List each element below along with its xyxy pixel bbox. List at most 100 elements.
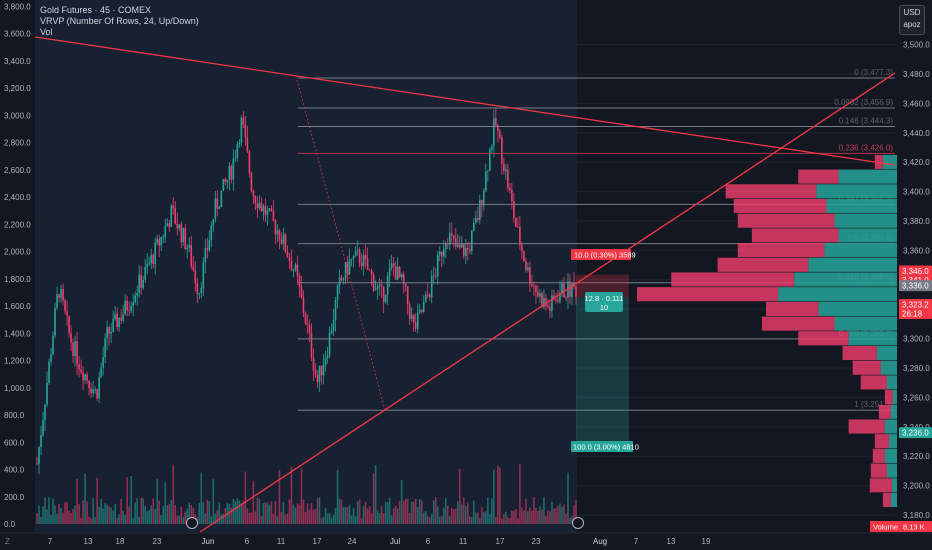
volume-bar [418, 499, 421, 524]
right-axis-tick: 3,280.0 [903, 364, 930, 373]
position-stop-zone [576, 297, 629, 445]
volume-bar [473, 500, 475, 524]
candle-body [489, 149, 491, 171]
volume-bar [66, 502, 68, 524]
right-axis-tick: 3,260.0 [903, 393, 930, 402]
volume-bar [118, 514, 120, 524]
volume-bar [545, 515, 547, 524]
right-axis-tick: 3,380.0 [903, 217, 930, 226]
volume-bar [74, 505, 76, 524]
volume-bar [280, 511, 283, 524]
candle-body [40, 435, 42, 448]
candle-body [136, 292, 138, 296]
volume-bar [272, 513, 275, 524]
currency-unit-button[interactable]: USD apoz [899, 5, 925, 35]
volume-bar [376, 510, 379, 524]
candle-body [52, 335, 54, 355]
trendlines[interactable] [34, 36, 896, 533]
volume-bar [222, 513, 225, 524]
time-axis-tick: 7 [634, 537, 639, 546]
candle-body [571, 282, 573, 297]
candle-body [86, 374, 88, 381]
profile-up-bar [886, 375, 897, 390]
volume-bar [162, 506, 165, 524]
profile-up-bar [818, 301, 897, 316]
volume-bar [450, 508, 453, 524]
fib-level-label: 0.382 (3,391.3) [839, 194, 894, 203]
candle-body [202, 262, 205, 288]
candle-body [104, 338, 106, 358]
left-axis-tick: 2,000.0 [4, 248, 31, 257]
fib-level-label: 0 (3,477.3) [854, 68, 893, 77]
candle-body [152, 254, 155, 265]
profile-down-bar [882, 492, 891, 508]
volume-bar [326, 513, 329, 524]
candle-body [346, 261, 349, 275]
profile-down-bar [860, 375, 887, 390]
volume-bar [62, 512, 64, 524]
candle-body [352, 256, 355, 260]
symbol-title[interactable]: Gold Futures · 45 · COMEX [40, 5, 152, 15]
candle-body [272, 211, 275, 221]
candle-body [354, 251, 357, 257]
price-tag-label: 3,336.0 [902, 282, 929, 291]
volume-bar [274, 500, 277, 524]
volume-bar [68, 510, 70, 524]
volume-bar [442, 507, 445, 524]
profile-up-bar [794, 272, 897, 287]
candle-body [364, 254, 367, 260]
candle-body [444, 243, 447, 250]
volume-bar [128, 506, 130, 524]
candle-body [216, 198, 219, 209]
candle-body [507, 169, 509, 189]
candle-body [224, 178, 227, 183]
candle-body [398, 266, 401, 278]
right-axis-tick: 3,440.0 [903, 129, 930, 138]
left-axis-tick: 0.0 [4, 520, 16, 529]
price-tag-box [899, 427, 932, 439]
profile-down-bar [765, 301, 819, 316]
candle-body [450, 233, 453, 236]
long-position-tool[interactable]: 10.0 (0.30%) 3589 100.0 (3.00%) 4810 12.8 … [571, 249, 639, 452]
candle-body [282, 234, 285, 244]
profile-down-bar [725, 184, 817, 199]
candle-body [551, 295, 553, 311]
volume-bar [360, 518, 363, 524]
volume-bar [112, 510, 114, 524]
candle-body [94, 389, 96, 391]
candle-body [238, 142, 241, 144]
candle-body [312, 357, 315, 371]
indicator-vrvp[interactable]: VRVP (Number Of Rows, 24, Up/Down) [40, 16, 199, 26]
volume-bar [330, 517, 333, 524]
volume-bar [555, 507, 557, 524]
time-axis-tick: 17 [313, 537, 322, 546]
volume-bar [448, 516, 451, 524]
candle-body [338, 277, 341, 286]
candle-body [575, 286, 577, 297]
target-label: 10.0 (0.30%) 3589 [574, 251, 636, 260]
volume-bar [505, 511, 507, 524]
candle-body [298, 275, 301, 287]
time-axis-tick: 19 [702, 537, 711, 546]
volume-bar [495, 516, 497, 524]
candle-body [68, 315, 70, 334]
volume-bar [114, 503, 116, 524]
volume-bar [539, 506, 541, 524]
volume-bar [282, 501, 285, 524]
candle-body [100, 367, 102, 377]
candle-body [448, 233, 451, 245]
candle-body [200, 287, 203, 293]
candle-body [569, 281, 571, 297]
volume-bar [398, 500, 401, 524]
time-axis-tick: Jun [202, 537, 215, 546]
candle-body [424, 294, 427, 303]
volume-bar [422, 512, 425, 524]
time-axis-tick: 24 [348, 537, 357, 546]
candle-body [128, 310, 130, 312]
candle-body [422, 302, 425, 312]
indicator-volume[interactable]: Vol [40, 27, 53, 37]
profile-down-bar [717, 257, 809, 272]
candle-body [483, 190, 485, 206]
volume-bar [563, 504, 565, 524]
